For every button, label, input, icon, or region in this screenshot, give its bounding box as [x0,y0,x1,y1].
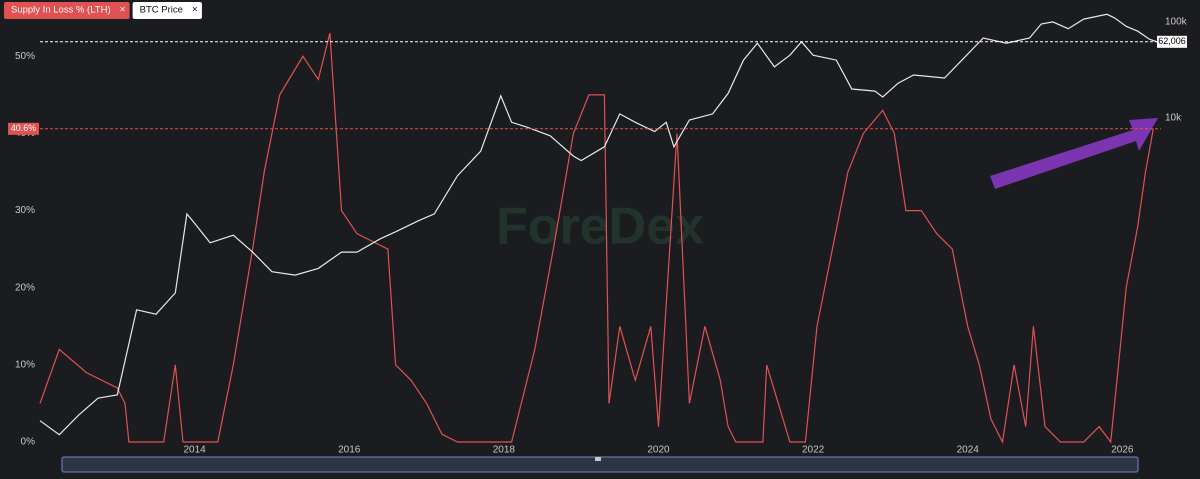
x-tick-label: 2020 [647,445,670,456]
legend-tab[interactable]: BTC Price × [132,2,202,19]
legend-label[interactable]: BTC Price [140,5,183,16]
legend-close[interactable]: × [192,5,198,16]
y-tick-label: 20% [15,282,35,293]
legend-tab-box[interactable] [132,2,202,19]
legend-tab-box[interactable] [4,2,130,19]
x-tick-label: 2022 [802,445,825,456]
y-tick-label: 10% [15,359,35,370]
reference-label: 62,006 [1158,36,1186,46]
x-tick-label: 2014 [183,445,206,456]
y-tick-label: 30% [15,205,35,216]
legend-tab[interactable]: Supply In Loss % (LTH) × [4,2,130,19]
x-tick-label: 2024 [957,445,980,456]
y2-tick-label: 10k [1165,113,1182,124]
y-tick-label: 50% [15,51,35,62]
reference-label: 40.6% [11,123,37,133]
x-tick-label: 2026 [1111,445,1134,456]
series-line [39,13,1158,436]
reference-label-box [8,122,39,135]
arrow [990,118,1158,189]
x-tick-label: 2018 [493,445,516,456]
y2-tick-label: 100k [1165,17,1188,28]
y-tick-label: 0% [21,437,36,448]
legend-close[interactable]: × [120,5,126,16]
navigator-handle[interactable] [595,457,601,461]
legend-label[interactable]: Supply In Loss % (LTH) [11,5,111,16]
reference-label-box [1157,35,1187,48]
series-line [39,32,1154,444]
x-tick-label: 2016 [338,445,361,456]
